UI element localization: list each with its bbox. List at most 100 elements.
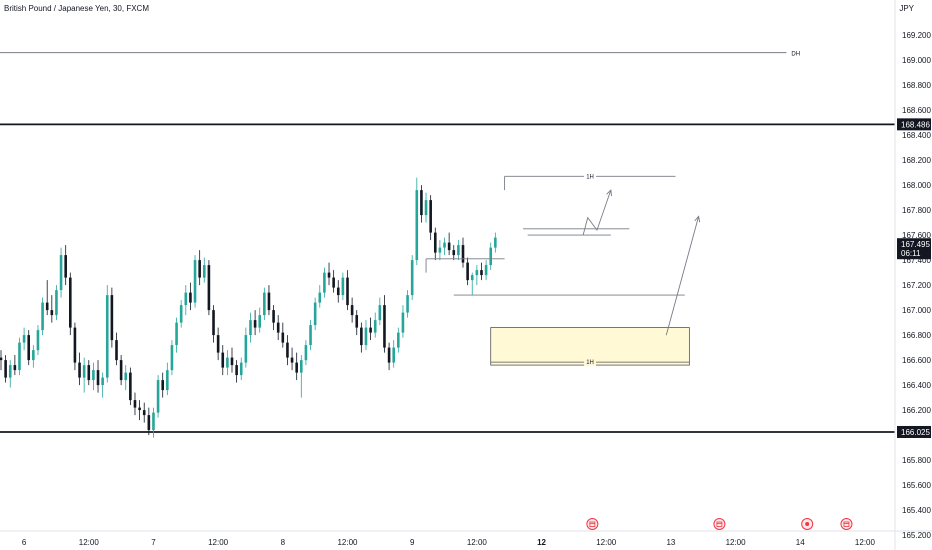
candle-body	[221, 352, 225, 368]
candle-body	[410, 260, 414, 296]
time-tick-label: 12:00	[208, 538, 229, 547]
candle-body	[341, 277, 345, 296]
zones-layer: 1H	[490, 327, 690, 367]
candle-body	[443, 242, 446, 248]
candle-body	[461, 245, 465, 263]
candle-body	[175, 322, 178, 346]
price-tick-label: 169.200	[902, 31, 931, 40]
candle-body	[36, 330, 40, 351]
event-calendar-glyph	[589, 521, 596, 527]
candle-body	[383, 305, 386, 348]
economic-events	[586, 518, 853, 530]
candle-body	[212, 310, 215, 336]
candle-body	[447, 242, 451, 251]
candle-body	[475, 270, 479, 276]
event-calendar-icon[interactable]	[586, 518, 599, 530]
candle-body	[300, 360, 303, 373]
candle-body	[489, 247, 493, 266]
candle-body	[184, 292, 188, 306]
candle-body	[124, 372, 128, 381]
candle-body	[230, 357, 234, 366]
candles-layer	[0, 177, 497, 438]
candle-body	[433, 232, 437, 253]
candle-body	[438, 247, 442, 253]
candle-body	[424, 200, 428, 216]
price-tick-label: 166.400	[902, 381, 931, 390]
candle-body	[216, 335, 220, 353]
candle-body	[8, 365, 12, 378]
time-tick-label: 8	[281, 538, 286, 547]
candle-body	[309, 325, 312, 346]
time-axis[interactable]: 6 12:00 7 12:00 8 12:00 9 12:00 12 12:00 13 12:00 14…	[0, 530, 932, 547]
candle-body	[226, 357, 229, 368]
event-calendar-glyph	[843, 521, 850, 527]
time-tick-label: 12:00	[467, 538, 488, 547]
candle-body	[355, 315, 359, 328]
candle-body	[494, 237, 497, 248]
candle-body	[415, 190, 419, 261]
candle-body	[401, 312, 405, 333]
candle-body	[0, 357, 3, 361]
candle-body	[138, 407, 141, 411]
price-tick-label: 168.600	[902, 106, 931, 115]
price-tick-label: 166.800	[902, 331, 931, 340]
price-tick-label: 166.600	[902, 356, 931, 365]
candle-body	[378, 305, 382, 321]
price-axis[interactable]: 169.200 169.000 168.800 168.600 168.400 168.2…	[894, 0, 931, 550]
candle-body	[397, 332, 400, 348]
candle-body	[129, 372, 132, 401]
candle-body	[336, 287, 340, 296]
candle-body	[207, 265, 211, 311]
price-tick-label: 165.800	[902, 456, 931, 465]
candle-body	[327, 272, 331, 278]
annotation-label: 1H	[586, 174, 594, 180]
candle-body	[332, 277, 335, 288]
time-tick-label: 12:00	[596, 538, 617, 547]
candle-body	[387, 347, 391, 363]
candle-body	[281, 332, 285, 343]
candle-body	[360, 327, 363, 346]
candle-body	[244, 335, 248, 363]
arrow-head	[606, 189, 612, 197]
candle-body	[69, 277, 72, 328]
price-tick-label: 165.200	[902, 531, 931, 540]
current-price-label: 167.495	[901, 240, 930, 249]
candle-body	[87, 365, 91, 381]
candle-body	[392, 347, 395, 363]
candle-body	[364, 327, 368, 346]
event-calendar-icon[interactable]	[840, 518, 853, 530]
key-level-price-badge	[897, 425, 931, 438]
candle-body	[133, 400, 137, 408]
key-level-price-label: 168.486	[901, 120, 930, 129]
event-circle	[840, 518, 853, 530]
candle-body	[22, 335, 26, 343]
candle-body	[55, 290, 58, 316]
price-tick-label: 167.400	[902, 256, 931, 265]
candle-body	[253, 320, 257, 328]
candle-body	[161, 380, 164, 391]
level-lines: DH	[0, 52, 895, 433]
candle-body	[420, 190, 423, 216]
candle-body	[318, 292, 322, 303]
candle-body	[73, 327, 77, 363]
price-tick-label: 167.000	[902, 306, 931, 315]
candle-body	[59, 255, 63, 291]
zone-label: 1H	[586, 360, 594, 366]
price-tick-label: 167.800	[902, 206, 931, 215]
candle-body	[152, 412, 155, 431]
candle-body	[272, 310, 275, 323]
candle-body	[166, 370, 169, 391]
price-tick-label: 165.400	[902, 506, 931, 515]
candle-body	[249, 320, 252, 336]
candle-body	[18, 342, 21, 371]
candle-body	[156, 380, 160, 413]
candle-body	[406, 295, 409, 313]
event-calendar-icon[interactable]	[713, 518, 726, 530]
event-dot-icon[interactable]	[801, 518, 814, 530]
candle-body	[45, 302, 49, 311]
candle-body	[239, 362, 243, 376]
candle-body	[32, 350, 35, 361]
candle-body	[323, 272, 326, 293]
time-tick-label: 13	[666, 538, 675, 547]
